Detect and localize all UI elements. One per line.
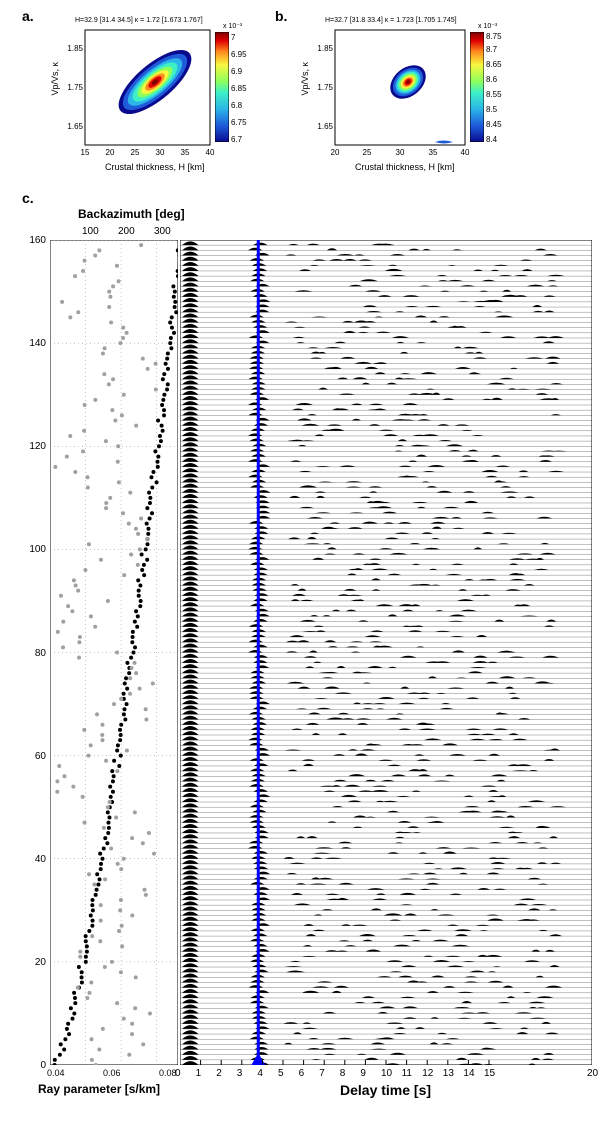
panel-c-top-xlabel: Backazimuth [deg] [78,207,185,221]
cb-a-t0: 6.7 [231,135,242,144]
svg-text:30: 30 [396,148,405,157]
cb-a-t4: 6.9 [231,67,242,76]
xtick-0: 0 [175,1068,181,1079]
xtick-10: 10 [381,1068,392,1079]
svg-text:1.75: 1.75 [317,83,333,92]
panel-a-cb-exp: x 10⁻³ [223,22,242,30]
panel-b-cb-exp: x 10⁻³ [478,22,497,30]
xtick-11: 11 [402,1068,412,1079]
xtick-4: 4 [257,1068,263,1079]
panel-b-colorbar [470,32,484,142]
bl-tick-08: 0.08 [159,1068,177,1078]
bl-tick-06: 0.06 [103,1068,121,1078]
xtick-9: 9 [360,1068,366,1079]
cb-b-t0: 8.4 [486,135,497,144]
top-tick-300: 300 [154,226,171,237]
svg-text:30: 30 [156,148,165,157]
svg-text:1.65: 1.65 [317,122,333,131]
svg-text:1.75: 1.75 [67,83,83,92]
ytick-140: 140 [28,338,46,349]
svg-text:15: 15 [81,148,90,157]
panel-c-bl-xlabel: Ray parameter [s/km] [38,1082,160,1096]
cb-a-t3: 6.85 [231,84,247,93]
panel-a-xlabel: Crustal thickness, H [km] [105,162,205,172]
panel-b-title: H=32.7 [31.8 33.4] κ = 1.723 [1.705 1.74… [325,17,457,24]
panel-b: H=32.7 [31.8 33.4] κ = 1.723 [1.705 1.74… [305,22,505,167]
top-tick-100: 100 [82,226,99,237]
panel-c-right [180,240,592,1065]
cb-a-t1: 6.75 [231,118,247,127]
top-tick-200: 200 [118,226,135,237]
ytick-100: 100 [28,544,46,555]
ytick-160: 160 [28,235,46,246]
xtick-3: 3 [237,1068,243,1079]
cb-a-t2: 6.8 [231,101,242,110]
svg-text:35: 35 [429,148,438,157]
panel-b-xlabel: Crustal thickness, H [km] [355,162,455,172]
ytick-20: 20 [28,957,46,968]
cb-b-t1: 8.45 [486,120,502,129]
ytick-40: 40 [28,854,46,865]
cb-b-t4: 8.6 [486,75,497,84]
svg-text:35: 35 [181,148,190,157]
ytick-0: 0 [28,1060,46,1071]
cb-b-t3: 8.55 [486,90,502,99]
svg-text:1.65: 1.65 [67,122,83,131]
xtick-8: 8 [340,1068,346,1079]
panel-a-ylabel: Vp/Vs, κ [50,62,60,96]
svg-text:25: 25 [363,148,372,157]
xtick-6: 6 [299,1068,305,1079]
panel-b-label: b. [275,8,287,24]
panel-c-br-xlabel: Delay time [s] [340,1082,431,1098]
ytick-80: 80 [28,648,46,659]
panel-a: H=32.9 [31.4 34.5] κ = 1.72 [1.673 1.767… [55,22,245,167]
svg-text:25: 25 [131,148,140,157]
cb-b-t5: 8.65 [486,60,502,69]
xtick-7: 7 [319,1068,325,1079]
xtick-2: 2 [216,1068,222,1079]
xtick-14: 14 [463,1068,474,1079]
xtick-5: 5 [278,1068,284,1079]
cb-b-t6: 8.7 [486,45,497,54]
panel-c-left-chart [50,240,178,1065]
cb-b-t7: 8.75 [486,32,502,41]
xtick-20: 20 [587,1068,598,1079]
ytick-120: 120 [28,441,46,452]
xtick-15: 15 [484,1068,495,1079]
cb-a-t5: 6.95 [231,50,247,59]
xtick-1: 1 [196,1068,202,1079]
svg-text:20: 20 [106,148,115,157]
svg-text:40: 40 [461,148,470,157]
panel-c-left [50,240,178,1065]
ytick-60: 60 [28,751,46,762]
svg-text:40: 40 [206,148,215,157]
panel-b-ylabel: Vp/Vs, κ [300,62,310,96]
svg-text:20: 20 [331,148,340,157]
panel-c-right-chart [180,240,592,1065]
panel-c-label: c. [22,190,34,206]
panel-a-title: H=32.9 [31.4 34.5] κ = 1.72 [1.673 1.767… [75,17,203,24]
cb-b-t2: 8.5 [486,105,497,114]
xtick-12: 12 [422,1068,433,1079]
cb-a-t6: 7 [231,33,235,42]
bl-tick-04: 0.04 [47,1068,65,1078]
panel-a-label: a. [22,8,34,24]
xtick-13: 13 [443,1068,454,1079]
panel-a-colorbar [215,32,229,142]
svg-text:1.85: 1.85 [317,44,333,53]
svg-text:1.85: 1.85 [67,44,83,53]
